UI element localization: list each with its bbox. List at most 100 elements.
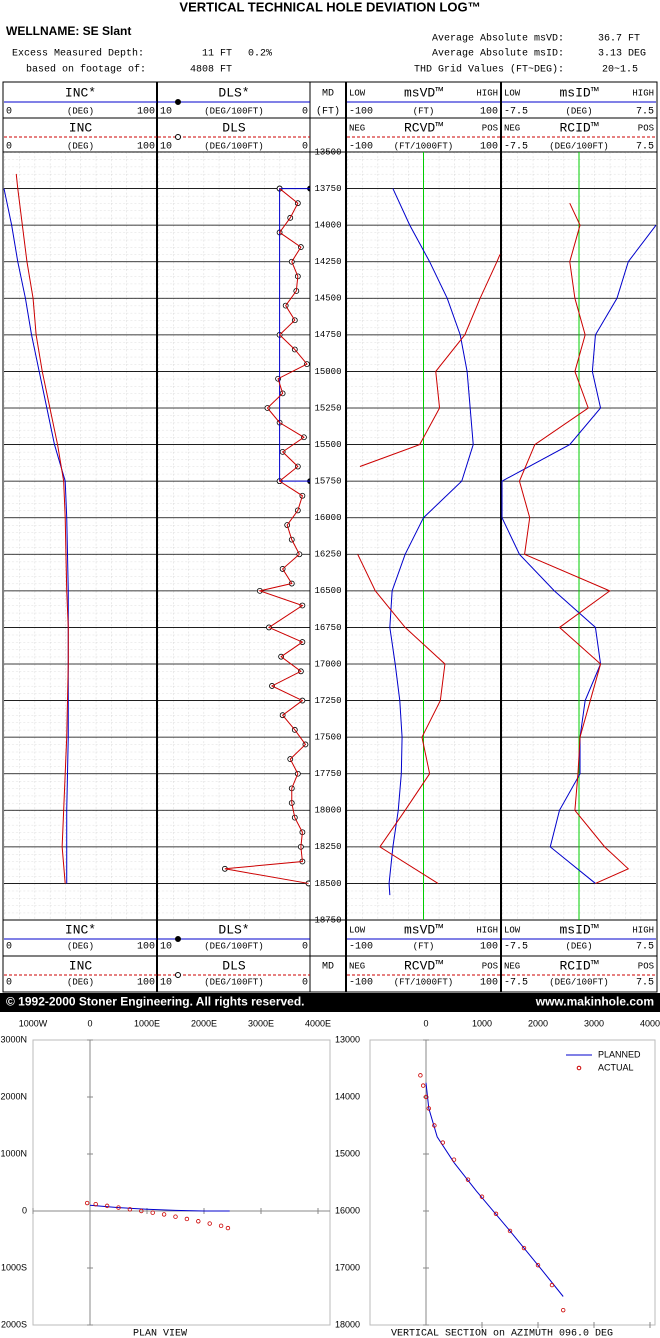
survey-point — [139, 1208, 144, 1214]
track-title: RCVD™ — [404, 120, 443, 135]
legend-marker — [175, 99, 181, 105]
scale-min: -100 — [349, 142, 373, 153]
track-title: msID™ — [559, 922, 598, 937]
survey-point — [161, 1212, 167, 1217]
plot-title: VERTICAL SECTION on AZIMUTH 096.0 DEG — [391, 1329, 613, 1338]
high-label: POS — [638, 123, 654, 133]
trajectory — [89, 1204, 230, 1212]
scale-min: 10 — [160, 107, 172, 118]
scale-unit: (FT) — [413, 106, 435, 116]
x-tick-label: 4000 — [640, 1018, 660, 1028]
scale-max: 7.5 — [636, 942, 654, 953]
high-label: HIGH — [632, 88, 654, 98]
depth-tick-label: 17500 — [314, 733, 341, 743]
track-title: INC* — [65, 922, 96, 937]
track-title: RCID™ — [559, 120, 598, 135]
md-unit: (FT) — [316, 106, 340, 118]
scale-max: 100 — [137, 978, 155, 989]
thd-label: THD Grid Values (FT~DEG): — [414, 64, 564, 76]
survey-point — [116, 1205, 121, 1210]
scale-min: -100 — [349, 942, 373, 953]
low-label: NEG — [504, 123, 520, 133]
survey-point — [196, 1219, 201, 1224]
scale-unit: (DEG) — [67, 141, 94, 151]
depth-tick-label: 16500 — [314, 586, 341, 596]
x-tick-label: 0 — [87, 1018, 92, 1028]
survey-point — [225, 1225, 231, 1231]
scale-unit: (DEG/100FT) — [204, 141, 263, 151]
excess-label: Excess Measured Depth: — [12, 48, 144, 60]
track-title: DLS* — [218, 922, 249, 937]
survey-point — [479, 1194, 485, 1199]
x-tick-label: 2000E — [191, 1018, 217, 1028]
x-tick-label: 1000 — [472, 1018, 492, 1028]
scale-min: 0 — [6, 978, 12, 989]
track-title: DLS — [222, 120, 246, 135]
scale-unit: (DEG) — [565, 106, 592, 116]
survey-point — [440, 1140, 445, 1145]
y-tick-label: 2000S — [1, 1319, 27, 1329]
high-label: POS — [638, 961, 654, 971]
high-label: HIGH — [476, 925, 498, 935]
legend-label: ACTUAL — [598, 1062, 634, 1072]
depth-tick-label: 18000 — [314, 806, 341, 816]
depth-tick-label: 14750 — [314, 330, 341, 340]
scale-max: 7.5 — [636, 107, 654, 118]
x-tick-label: 3000E — [248, 1018, 274, 1028]
survey-point — [549, 1282, 555, 1288]
low-label: LOW — [504, 925, 521, 935]
survey-point — [207, 1221, 212, 1226]
track-title: INC — [69, 120, 93, 135]
low-label: NEG — [349, 961, 365, 971]
low-label: NEG — [504, 961, 520, 971]
scale-max: 0 — [302, 107, 308, 118]
y-tick-label: 3000N — [0, 1034, 27, 1044]
survey-point — [451, 1157, 457, 1162]
scale-unit: (DEG) — [67, 941, 94, 951]
scale-max: 100 — [480, 942, 498, 953]
low-label: LOW — [349, 88, 366, 98]
scale-max: 100 — [480, 107, 498, 118]
scale-unit: (DEG/100FT) — [204, 941, 263, 951]
survey-point — [561, 1307, 566, 1313]
survey-point — [150, 1210, 155, 1215]
banner — [0, 993, 660, 1012]
depth-tick-label: 15750 — [314, 477, 341, 487]
high-label: HIGH — [632, 925, 654, 935]
scale-min: -7.5 — [504, 142, 528, 153]
footage-label: based on footage of: — [26, 64, 146, 76]
depth-tick-label: 17000 — [314, 659, 341, 669]
legend-marker — [175, 972, 181, 978]
plot-title: PLAN VIEW — [133, 1329, 187, 1338]
scale-max: 100 — [137, 142, 155, 153]
high-label: POS — [482, 123, 498, 133]
y-tick-label: 18000 — [335, 1319, 360, 1329]
depth-tick-label: 13500 — [314, 147, 341, 157]
section-frame — [369, 1039, 656, 1326]
y-tick-label: 0 — [22, 1205, 27, 1215]
depth-tick-label: 14500 — [314, 294, 341, 304]
depth-tick-label: 16750 — [314, 623, 341, 633]
depth-tick-label: 17250 — [314, 696, 341, 706]
scale-max: 100 — [480, 978, 498, 989]
curve — [501, 224, 657, 884]
survey-point — [184, 1216, 190, 1222]
scale-min: -7.5 — [504, 978, 528, 989]
x-tick-label: 0 — [423, 1018, 428, 1028]
track-title: msVD™ — [404, 922, 443, 937]
y-tick-label: 13000 — [335, 1034, 360, 1044]
depth-tick-label: 18500 — [314, 879, 341, 889]
y-tick-label: 16000 — [335, 1205, 360, 1215]
survey-point — [418, 1073, 423, 1078]
scale-min: -100 — [349, 978, 373, 989]
site-url: www.makinhole.com — [535, 995, 654, 1009]
legend-marker — [175, 134, 181, 140]
depth-tick-label: 14250 — [314, 257, 341, 267]
scale-unit: (DEG/100FT) — [549, 977, 608, 987]
curve — [224, 188, 309, 884]
x-tick-label: 1000W — [19, 1018, 48, 1028]
scale-unit: (FT/1000FT) — [394, 977, 453, 987]
x-tick-label: 1000E — [134, 1018, 160, 1028]
log-title: VERTICAL TECHNICAL HOLE DEVIATION LOG™ — [179, 0, 480, 14]
